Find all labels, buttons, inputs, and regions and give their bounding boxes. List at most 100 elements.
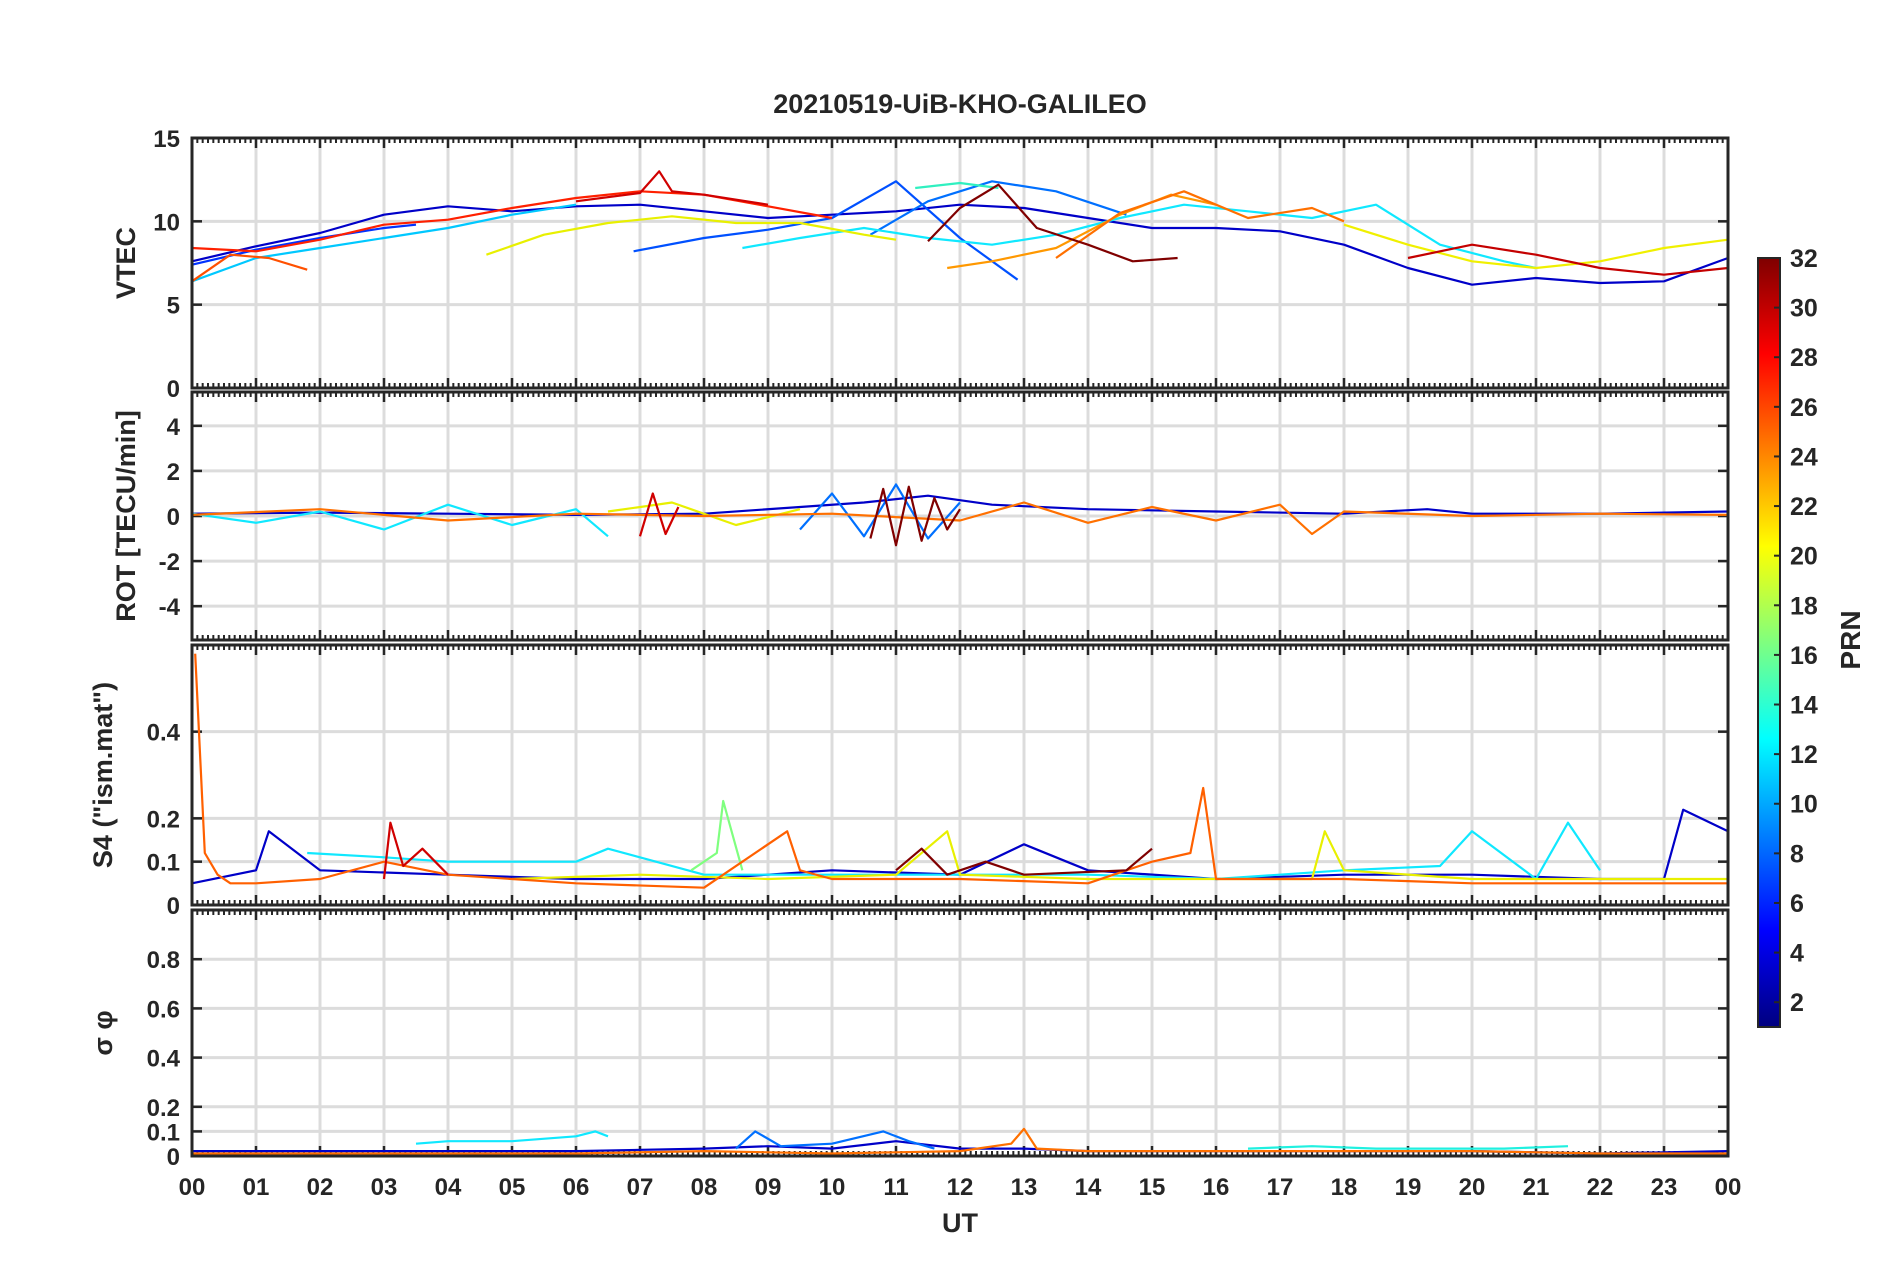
series-line-prn-32 (895, 847, 1153, 876)
x-tick-label: 01 (243, 1174, 270, 1201)
y-axis-label: σ φ (88, 1010, 118, 1055)
colorbar-tick-label: 28 (1790, 344, 1818, 372)
series-line-prn-19 (607, 501, 801, 527)
y-axis-label: VTEC (111, 227, 141, 299)
y-tick-label: 15 (153, 126, 180, 153)
axes-frame (190, 136, 1730, 390)
x-tick-label: 04 (435, 1174, 462, 1201)
series-line-prn-8 (799, 483, 961, 540)
x-tick-label: 18 (1331, 1174, 1358, 1201)
series-line-prn-17 (690, 799, 744, 872)
series-line-prn-2 (191, 494, 1729, 517)
grid-s4 (192, 645, 1728, 905)
x-tick-label: 16 (1203, 1174, 1230, 1201)
series-line-prn-23 (947, 193, 1217, 270)
x-tick-label: 23 (1651, 1174, 1678, 1201)
series-line-prn-30 (575, 170, 769, 206)
series-line-prn-12 (191, 503, 609, 538)
y-tick-label: 0 (167, 504, 180, 531)
y-tick-label: 0 (167, 893, 180, 920)
x-tick-label: 22 (1587, 1174, 1614, 1201)
colorbar-tick-label: 30 (1790, 295, 1818, 323)
series-line-prn-30 (638, 492, 680, 537)
x-tick-label: 19 (1395, 1174, 1422, 1201)
x-tick-label: 00 (179, 1174, 206, 1201)
colorbar-tick-label: 20 (1790, 543, 1818, 571)
axes-frame (190, 643, 1730, 907)
series-line-prn-32 (927, 183, 1178, 263)
colorbar-tick-label: 26 (1790, 394, 1818, 422)
y-tick-label: 0.2 (147, 1095, 180, 1122)
y-tick-label: 0.2 (147, 806, 180, 833)
x-tick-labels: 00 01 02 03 04 05 06 07 08 09 10 11 12 13 14 15 16 17 18 19… (179, 1174, 1742, 1201)
series-vtec (191, 170, 1729, 286)
y-tick-label: 0.1 (147, 1119, 180, 1146)
x-tick-label: 05 (499, 1174, 526, 1201)
chart-title: 20210519-UiB-KHO-GALILEO (773, 89, 1147, 119)
panel-s4: 0 0.1 0.2 0.4 S4 ("ism.mat") (88, 643, 1730, 920)
series-sigma_phi (192, 1127, 1729, 1155)
series-line-prn-24 (1055, 190, 1345, 259)
grid-sigma_phi (192, 910, 1728, 1156)
series-line-prn-24 (192, 1127, 1728, 1155)
y-tick-label: -4 (159, 594, 181, 621)
series-line-prn-14 (1247, 1145, 1569, 1150)
ticks-vtec: 0 5 10 15 (153, 126, 1730, 403)
colorbar-tick-label: 24 (1790, 443, 1818, 471)
series-line-prn-32 (869, 485, 961, 547)
y-tick-label: 0.8 (147, 947, 180, 974)
panel-sigma_phi: 00.10.2 0.4 0.6 0.8 σ φ (88, 908, 1730, 1171)
y-tick-label: 4 (167, 414, 181, 441)
x-tick-label: 06 (563, 1174, 590, 1201)
series-rot (191, 483, 1729, 547)
series-line-prn-31 (1407, 243, 1729, 276)
series-line-prn-25 (194, 653, 1728, 889)
x-tick-label: 08 (691, 1174, 718, 1201)
x-tick-label: 11 (883, 1174, 908, 1201)
y-tick-label: 0.4 (147, 720, 181, 747)
colorbar-tick-label: 16 (1790, 642, 1818, 670)
colorbar-tick-label: 4 (1790, 940, 1804, 968)
x-tick-label: 12 (947, 1174, 974, 1201)
series-line-prn-2 (191, 203, 1729, 286)
y-axis-label: ROT [TECU/min] (111, 410, 141, 621)
colorbar-tick-label: 32 (1790, 245, 1818, 273)
x-tick-label: 10 (819, 1174, 846, 1201)
x-tick-label: 00 (1715, 1174, 1742, 1201)
y-tick-label: 0 (167, 376, 180, 403)
y-tick-label: 0.6 (147, 996, 180, 1023)
colorbar-tick-label: 10 (1790, 791, 1818, 819)
y-tick-label: 10 (153, 209, 180, 236)
axes-frame (190, 908, 1730, 1158)
series-s4 (191, 653, 1729, 889)
grid-vtec (192, 138, 1728, 388)
x-tick-label: 14 (1075, 1174, 1102, 1201)
series-line-prn-16 (915, 181, 999, 190)
x-tick-label: 03 (371, 1174, 398, 1201)
colorbar-tick-label: 18 (1790, 592, 1818, 620)
series-line-prn-20 (1343, 223, 1729, 270)
colorbar-tick-label: 12 (1790, 741, 1818, 769)
x-tick-label: 13 (1011, 1174, 1038, 1201)
x-tick-label: 17 (1267, 1174, 1294, 1201)
series-line-prn-8 (735, 1130, 935, 1150)
x-tick-label: 02 (307, 1174, 334, 1201)
x-tick-label: 20 (1459, 1174, 1486, 1201)
series-line-prn-12 (742, 203, 1537, 270)
x-tick-label: 09 (755, 1174, 782, 1201)
series-line-prn-19 (486, 215, 897, 256)
y-tick-label: 5 (167, 293, 180, 320)
series-line-prn-30 (382, 821, 449, 880)
series-line-prn-24 (191, 501, 1729, 536)
series-line-prn-26 (191, 253, 308, 283)
axes-frame (190, 390, 1730, 642)
colorbar-tick-label: 6 (1790, 890, 1804, 918)
grid-rot (192, 392, 1728, 640)
series-line-prn-12 (415, 1130, 609, 1145)
colorbar-tick-label: 2 (1790, 989, 1804, 1017)
series-line-prn-8 (869, 180, 1127, 236)
colorbar-strip (1757, 257, 1781, 1028)
